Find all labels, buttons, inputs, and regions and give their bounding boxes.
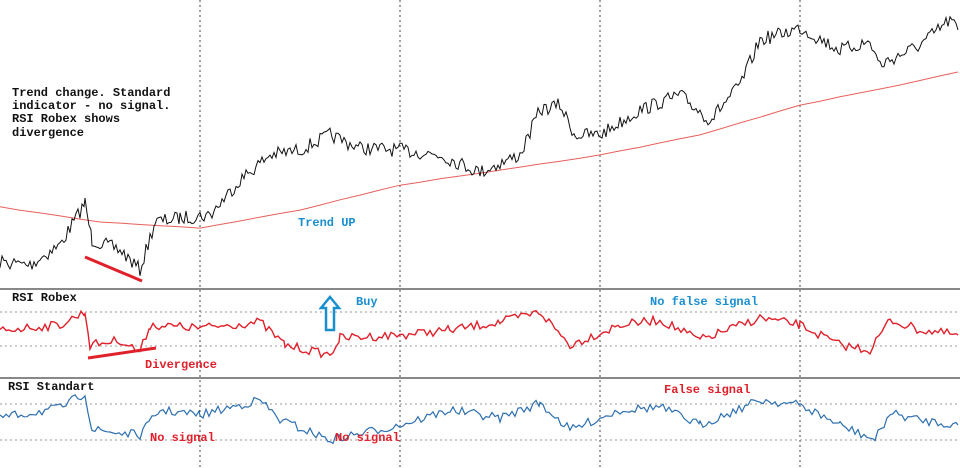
annotation: Buy — [356, 295, 378, 309]
note-line: RSI Robex shows — [12, 112, 120, 126]
trend-label: Trend UP — [298, 216, 356, 230]
moving-average — [0, 71, 959, 229]
note-line: indicator - no signal. — [12, 99, 170, 113]
divergence-line — [87, 346, 157, 360]
annotation: No signal — [150, 431, 215, 445]
panel-title: RSI Robex — [12, 291, 77, 305]
rsi-robex-line — [0, 309, 959, 359]
price — [0, 15, 959, 276]
note: Trend change. Standard indicator - no si… — [12, 86, 170, 140]
annotation: Divergence — [145, 358, 217, 372]
note-line: Trend change. Standard — [12, 86, 170, 100]
trend-line — [84, 255, 143, 283]
rsi-standart-line — [0, 394, 959, 445]
annotation: No signal — [335, 431, 400, 445]
annotation: False signal — [664, 383, 750, 397]
annotation: No false signal — [650, 295, 758, 309]
note-line: divergence — [12, 126, 84, 140]
buy-arrow — [318, 295, 342, 332]
panel-title: RSI Standart — [8, 380, 94, 394]
curves — [0, 15, 959, 445]
